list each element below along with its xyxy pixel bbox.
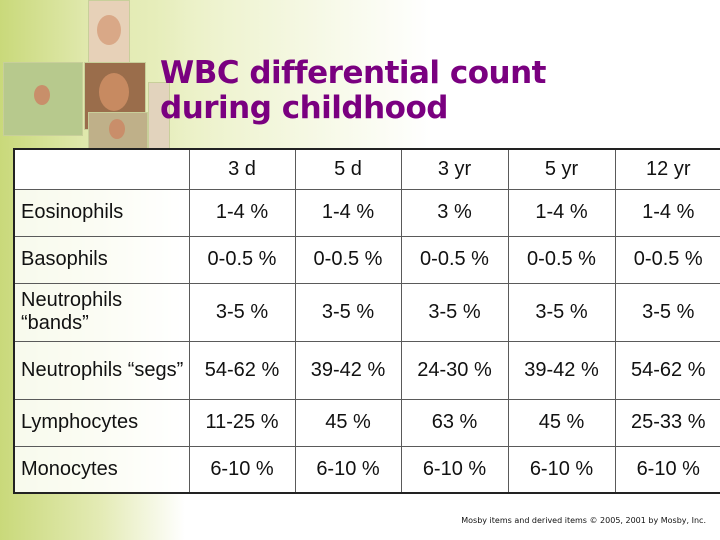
table-cell: 25-33 % [614,398,720,447]
table-cell: 6-10 % [294,445,402,494]
table-cell: 1-4 % [507,188,616,237]
table-cell: 45 % [294,398,402,447]
table-cell: 6-10 % [507,445,616,494]
table-row: Basophils 0-0.5 % 0-0.5 % 0-0.5 % 0-0.5 … [13,235,720,284]
title-line-1: WBC differential count [160,55,546,91]
title-line-2: during childhood [160,90,448,126]
table-row: Lymphocytes 11-25 % 45 % 63 % 45 % 25-33… [13,398,720,447]
table-cell: 3-5 % [294,282,402,342]
table-cell: 45 % [507,398,616,447]
table-cell: 1-4 % [294,188,402,237]
table-cell: 3-5 % [400,282,509,342]
table-cell: 39-42 % [507,340,616,400]
table-row: Neutrophils “bands” 3-5 % 3-5 % 3-5 % 3-… [13,282,720,342]
table-cell: 3-5 % [507,282,616,342]
table-cell: 39-42 % [294,340,402,400]
table-cell: 63 % [400,398,509,447]
column-header: 5 d [294,148,402,190]
table-row: Monocytes 6-10 % 6-10 % 6-10 % 6-10 % 6-… [13,445,720,494]
table-cell: 6-10 % [400,445,509,494]
row-label: Neutrophils “segs” [13,340,190,400]
photo-collage [0,0,170,152]
column-header: 3 yr [400,148,509,190]
table-cell: 3 % [400,188,509,237]
column-header: 12 yr [614,148,720,190]
row-label: Basophils [13,235,190,284]
table-cell: 0-0.5 % [614,235,720,284]
table-cell: 0-0.5 % [188,235,296,284]
row-label: Lymphocytes [13,398,190,447]
table-cell: 0-0.5 % [507,235,616,284]
playground-photo [3,62,83,136]
table-cell: 6-10 % [614,445,720,494]
table-cell: 24-30 % [400,340,509,400]
table-cell: 1-4 % [614,188,720,237]
table-corner [13,148,190,190]
table-cell: 6-10 % [188,445,296,494]
table-cell: 1-4 % [188,188,296,237]
table-row: Eosinophils 1-4 % 1-4 % 3 % 1-4 % 1-4 % [13,188,720,237]
table-row: Neutrophils “segs” 54-62 % 39-42 % 24-30… [13,340,720,400]
table-cell: 54-62 % [188,340,296,400]
column-header: 5 yr [507,148,616,190]
column-header: 3 d [188,148,296,190]
child-photo [88,0,130,64]
wbc-table: 3 d 5 d 3 yr 5 yr 12 yr Eosinophils 1-4 … [13,148,720,494]
page-title: WBC differential count during childhood [160,56,546,126]
row-label: Monocytes [13,445,190,494]
table-cell: 3-5 % [614,282,720,342]
table-header-row: 3 d 5 d 3 yr 5 yr 12 yr [13,148,720,190]
table-cell: 11-25 % [188,398,296,447]
row-label: Eosinophils [13,188,190,237]
copyright-credit: Mosby items and derived items © 2005, 20… [461,516,706,525]
table-cell: 54-62 % [614,340,720,400]
row-label: Neutrophils “bands” [13,282,190,342]
table-cell: 0-0.5 % [294,235,402,284]
table-cell: 3-5 % [188,282,296,342]
table-cell: 0-0.5 % [400,235,509,284]
child-photo [88,112,148,152]
